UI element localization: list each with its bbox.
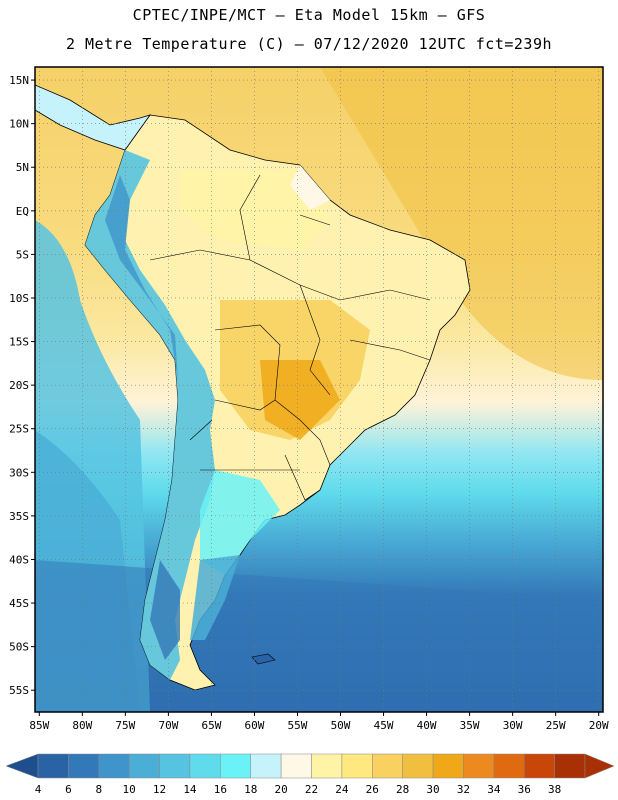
colorbar-swatch (493, 753, 525, 779)
lon-tick-label: 25W (546, 719, 566, 732)
longitude-axis: 85W 80W 75W 70W 65W 60W 55W 50W 45W 40W 35W 30W 25W 2… (29, 712, 609, 732)
colorbar-swatch (372, 753, 403, 779)
latitude-axis: 15N 10N 5N EQ 5S 10S 15S 20S 25S 30S 35S 40S 45S 50S 5… (9, 74, 35, 697)
chart-title: CPTEC/INPE/MCT – Eta Model 15km – GFS (132, 6, 486, 24)
colorbar-label: 6 (65, 783, 72, 796)
colorbar-label: 30 (426, 783, 439, 796)
colorbar-label: 36 (518, 783, 531, 796)
lat-tick-label: EQ (16, 205, 29, 218)
lat-tick-label: 45S (9, 597, 29, 610)
lat-tick-label: 50S (9, 641, 29, 654)
colorbar-label: 32 (457, 783, 470, 796)
lon-tick-label: 40W (417, 719, 437, 732)
lat-tick-label: 55S (9, 684, 29, 697)
lat-tick-label: 30S (9, 466, 29, 479)
colorbar-label: 34 (487, 783, 501, 796)
colorbar-swatch (280, 753, 312, 779)
chart-subtitle: 2 Metre Temperature (C) – 07/12/2020 12U… (65, 35, 553, 53)
lon-tick-label: 80W (72, 719, 92, 732)
lat-tick-label: 10S (9, 292, 29, 305)
colorbar-label: 16 (214, 783, 227, 796)
hot-spot-zone (260, 360, 340, 440)
lon-tick-label: 70W (158, 719, 178, 732)
colorbar-swatch (341, 753, 373, 779)
lon-tick-label: 20W (589, 719, 609, 732)
lat-tick-label: 15N (9, 74, 29, 87)
lat-tick-label: 40S (9, 553, 29, 566)
colorbar-swatch (128, 753, 160, 779)
lat-tick-label: 20S (9, 379, 29, 392)
colorbar-swatch (159, 753, 191, 779)
colorbar-swatch (250, 753, 282, 779)
country-borders (149, 174, 431, 501)
colorbar-label: 4 (35, 783, 42, 796)
map-frame (34, 66, 604, 713)
colorbar-label: 14 (183, 783, 197, 796)
colorbar-swatch (554, 753, 586, 779)
colorbar-label: 20 (274, 783, 287, 796)
colorbar-swatch (402, 753, 434, 779)
atlantic-warm-field (320, 67, 603, 380)
colorbar-swatch (98, 753, 130, 779)
lon-tick-label: 85W (29, 719, 49, 732)
colorbar-swatch (37, 753, 69, 779)
lat-tick-label: 10N (9, 118, 29, 131)
colorbar-label: 18 (244, 783, 257, 796)
colorbar-label: 10 (123, 783, 136, 796)
central-america-landmass (35, 84, 152, 151)
lon-tick-label: 30W (503, 719, 523, 732)
colorbar-label: 22 (305, 783, 318, 796)
lon-tick-label: 75W (115, 719, 135, 732)
colorbar-swatch (463, 753, 495, 779)
colorbar-label: 8 (95, 783, 102, 796)
colorbar-label: 24 (335, 783, 349, 796)
colorbar-over-arrow (584, 753, 615, 779)
lat-tick-label: 35S (9, 510, 29, 523)
lon-tick-label: 55W (288, 719, 308, 732)
colorbar-label: 12 (153, 783, 166, 796)
lat-tick-label: 5N (16, 161, 29, 174)
colorbar-under-arrow (5, 753, 39, 779)
colorbar-label: 26 (366, 783, 379, 796)
colorbar-swatch (189, 753, 221, 779)
lat-lon-grid (35, 67, 603, 712)
lat-tick-label: 15S (9, 336, 29, 349)
colorbar-swatch (68, 753, 100, 779)
lon-tick-label: 45W (374, 719, 394, 732)
colorbar-swatch (220, 753, 251, 779)
falkland-islands (251, 653, 276, 665)
andes-cool-zone (85, 150, 215, 680)
colorbar-swatch (523, 753, 555, 779)
lon-tick-label: 65W (201, 719, 221, 732)
lon-tick-label: 60W (245, 719, 265, 732)
lat-tick-label: 5S (16, 248, 29, 261)
lon-tick-label: 35W (460, 719, 480, 732)
colorbar-label: 38 (548, 783, 561, 796)
colorbar-swatch (432, 753, 464, 779)
colorbar-label: 28 (396, 783, 409, 796)
colorbar-swatch (311, 753, 343, 779)
lon-tick-label: 50W (331, 719, 351, 732)
lat-tick-label: 25S (9, 423, 29, 436)
